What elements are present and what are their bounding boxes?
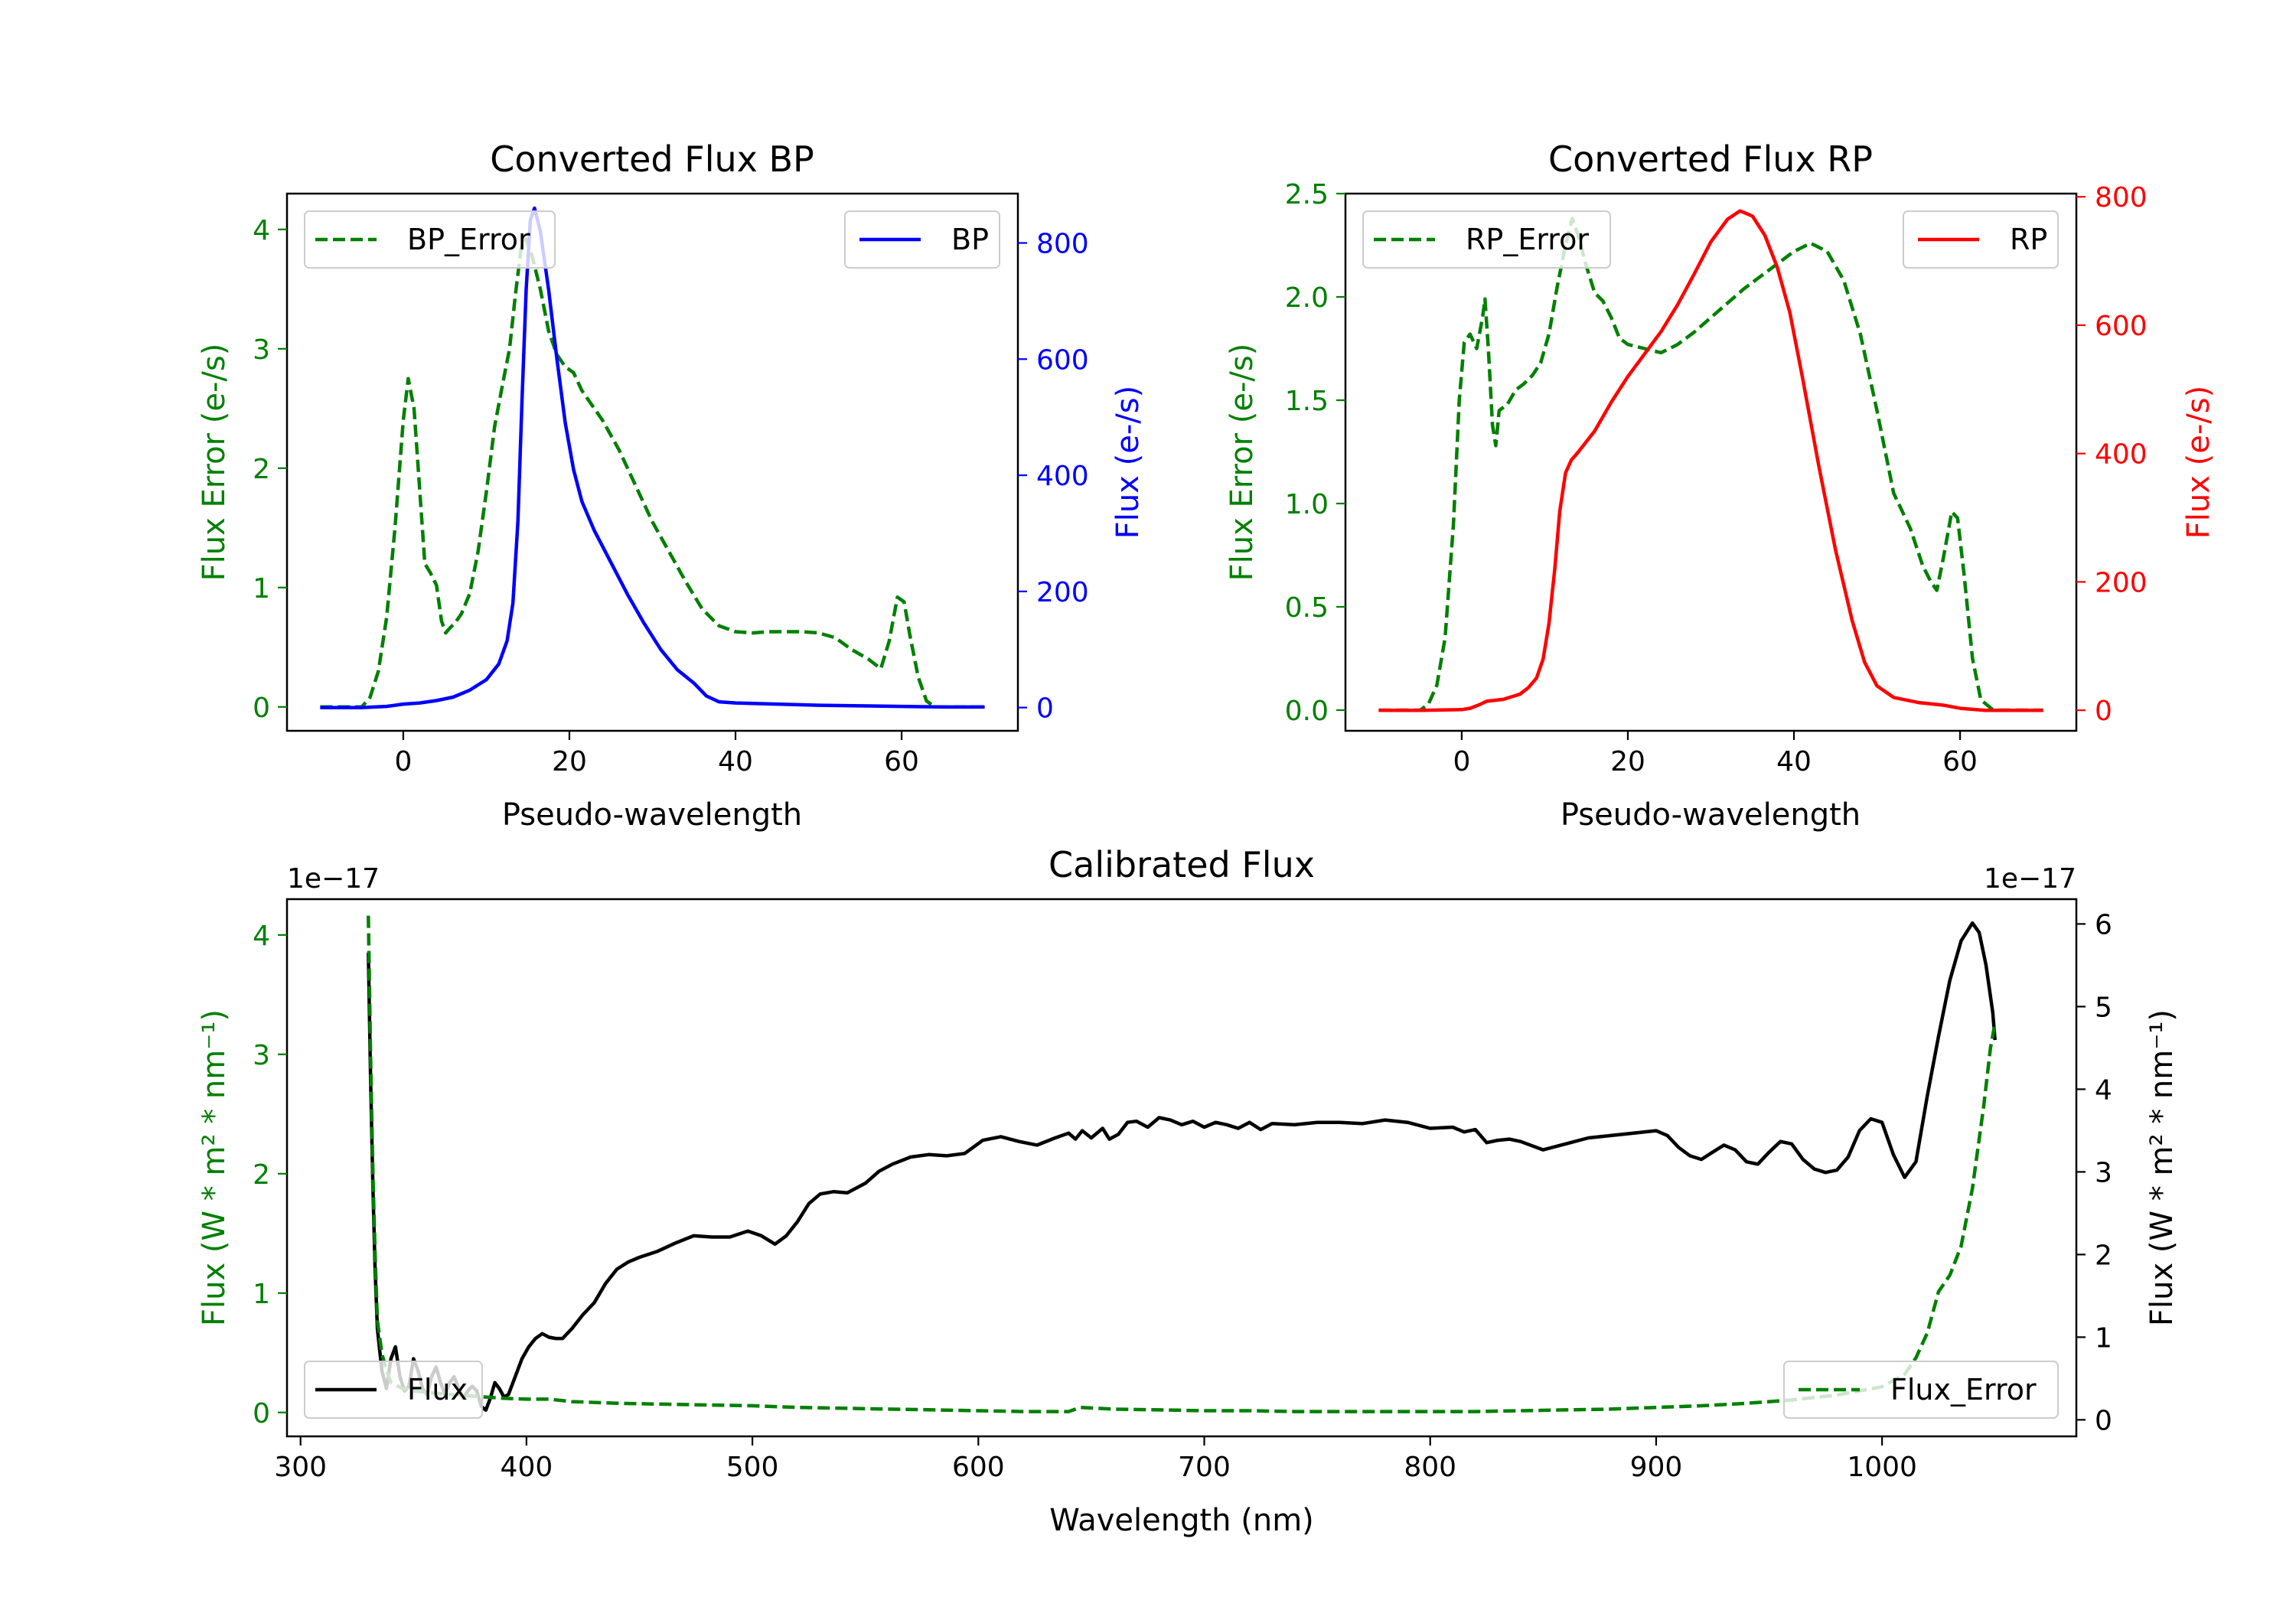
bp-plot-frame <box>285 192 1019 732</box>
bp-x-label: Pseudo-wavelength <box>502 797 802 833</box>
bp-y-left-tick-label: 1 <box>253 573 270 605</box>
rp-title: Converted Flux RP <box>1548 139 1873 180</box>
cal-right-offset-text: 1e−17 <box>1984 863 2076 895</box>
cal-x-tick-label: 800 <box>1404 1452 1456 1483</box>
rp-x-tick-label: 20 <box>1610 746 1645 777</box>
rp-ticks-layer: 0 20 40 60 0.0 0.5 1.0 1.5 2.0 2.5 0 200 400 600 800 <box>1285 179 2148 777</box>
bp-series-layer <box>320 206 985 709</box>
cal-legend-error-label: Flux_Error <box>1890 1373 2037 1407</box>
bp-y-left-tick-label: 4 <box>253 215 270 246</box>
bp-legend-flux: BP <box>844 210 1000 269</box>
rp-legend-error: RP_Error <box>1362 210 1611 269</box>
cal-x-tick-label: 500 <box>726 1452 779 1483</box>
cal-legend-flux-frame <box>304 1361 483 1419</box>
bp-x-tick-label: 60 <box>884 746 919 777</box>
rp-y-right-tick-label: 400 <box>2095 439 2148 471</box>
panel-rp: 0 20 40 60 0.0 0.5 1.0 1.5 2.0 2.5 0 200 400 600 800 C… <box>1225 139 2216 833</box>
rp-y-right-tick-label: 200 <box>2095 567 2148 598</box>
rp-series-clip <box>1378 209 2043 712</box>
cal-x-tick-label: 300 <box>274 1452 327 1483</box>
cal-x-tick-label: 1000 <box>1847 1452 1917 1483</box>
rp-y-left-tick-label: 2.5 <box>1285 179 1329 210</box>
bp-legend-flux-frame <box>844 210 1000 269</box>
bp-y-right-tick-label: 800 <box>1036 229 1089 260</box>
cal-y-right-tick-label: 0 <box>2095 1405 2112 1436</box>
rp-legend-flux: RP <box>1903 210 2059 269</box>
cal-x-label: Wavelength (nm) <box>1049 1503 1314 1538</box>
cal-x-tick-label: 400 <box>501 1452 553 1483</box>
rp-y-left-tick-label: 2.0 <box>1285 282 1329 314</box>
bp-x-tick-label: 0 <box>394 746 412 777</box>
bp-legend-flux-label: BP <box>951 223 989 256</box>
bp-title: Converted Flux BP <box>490 139 814 180</box>
rp-x-label: Pseudo-wavelength <box>1561 797 1861 833</box>
bp-x-tick-label: 20 <box>552 746 587 777</box>
cal-y-left-label: Flux (W * m² * nm⁻¹) <box>197 1009 232 1326</box>
bp-line-bp <box>320 206 985 709</box>
cal-legend-error-frame <box>1783 1361 2059 1419</box>
cal-y-left-tick-label: 1 <box>253 1279 270 1310</box>
rp-x-tick-label: 40 <box>1776 746 1812 777</box>
cal-legend-flux-label: Flux <box>407 1373 468 1407</box>
cal-x-tick-label: 900 <box>1630 1452 1683 1483</box>
rp-legend-error-label: RP_Error <box>1466 223 1589 256</box>
cal-x-tick-label: 600 <box>952 1452 1005 1483</box>
bp-y-right-tick-label: 400 <box>1036 461 1089 492</box>
rp-y-right-tick-label: 800 <box>2095 182 2148 214</box>
bp-y-left-tick-label: 3 <box>253 334 270 366</box>
rp-y-right-tick-label: 0 <box>2095 696 2112 727</box>
cal-title: Calibrated Flux <box>1049 844 1315 885</box>
cal-y-left-tick-label: 3 <box>253 1040 270 1071</box>
cal-y-right-tick-label: 2 <box>2095 1240 2112 1271</box>
bp-legend-error: BP_Error <box>304 210 556 269</box>
rp-y-left-label: Flux Error (e-/s) <box>1225 344 1260 582</box>
cal-legend-error: Flux_Error <box>1783 1361 2059 1419</box>
rp-line-rp-error <box>1378 217 2043 712</box>
cal-y-left-tick-label: 0 <box>253 1398 270 1429</box>
cal-y-right-tick-label: 1 <box>2095 1322 2112 1354</box>
cal-y-right-tick-label: 5 <box>2095 992 2112 1023</box>
bp-y-right-label: Flux (e-/s) <box>1110 386 1146 539</box>
rp-series-layer <box>1378 209 2043 712</box>
cal-y-left-tick-label: 4 <box>253 921 270 952</box>
bp-y-right-tick-label: 0 <box>1036 693 1054 725</box>
panel-calibrated: 300 400 500 600 700 800 900 1000 0 1 2 3 4 0 1 2 3 4 5 6 Ca… <box>197 844 2180 1538</box>
rp-y-left-tick-label: 0.0 <box>1285 696 1329 727</box>
cal-y-right-label: Flux (W * m² * nm⁻¹) <box>2144 1009 2180 1326</box>
cal-y-right-tick-label: 4 <box>2095 1074 2112 1106</box>
bp-series-clip <box>320 206 985 709</box>
cal-left-offset-text: 1e−17 <box>287 863 380 895</box>
bp-y-right-tick-label: 200 <box>1036 577 1089 608</box>
rp-y-left-tick-label: 1.5 <box>1285 386 1329 417</box>
rp-y-left-tick-label: 0.5 <box>1285 592 1329 624</box>
rp-legend-flux-label: RP <box>2010 223 2047 256</box>
rp-x-tick-label: 0 <box>1453 746 1470 777</box>
rp-legend-flux-frame <box>1903 210 2059 269</box>
cal-y-right-tick-label: 3 <box>2095 1157 2112 1188</box>
rp-y-left-tick-label: 1.0 <box>1285 489 1329 520</box>
cal-legend-flux: Flux <box>304 1361 483 1419</box>
cal-plot-frame <box>285 898 2078 1438</box>
rp-plot-frame <box>1344 192 2078 732</box>
bp-y-left-tick-label: 2 <box>253 454 270 485</box>
cal-x-tick-label: 700 <box>1178 1452 1231 1483</box>
rp-line-rp <box>1378 209 2043 712</box>
cal-y-right-tick-label: 6 <box>2095 909 2112 940</box>
rp-x-tick-label: 60 <box>1942 746 1978 777</box>
bp-y-left-label: Flux Error (e-/s) <box>197 344 232 582</box>
bp-legend-error-frame <box>304 210 556 269</box>
rp-y-right-tick-label: 600 <box>2095 311 2148 342</box>
bp-x-tick-label: 40 <box>718 746 753 777</box>
rp-legend-error-frame <box>1362 210 1611 269</box>
bp-y-left-tick-label: 0 <box>253 693 270 724</box>
cal-y-left-tick-label: 2 <box>253 1159 270 1191</box>
bp-y-right-tick-label: 600 <box>1036 344 1089 376</box>
cal-ticks-layer: 300 400 500 600 700 800 900 1000 0 1 2 3 4 0 1 2 3 4 5 6 <box>253 909 2112 1483</box>
rp-y-right-label: Flux (e-/s) <box>2181 386 2216 539</box>
bp-legend-error-label: BP_Error <box>407 223 530 256</box>
